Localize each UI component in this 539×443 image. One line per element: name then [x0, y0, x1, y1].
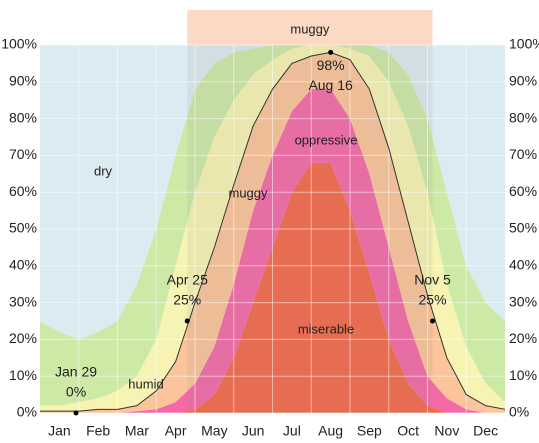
x-tick-label: Sep [357, 423, 382, 439]
annotation-value: 25% [419, 292, 447, 308]
y2-tick-label: 10% [509, 367, 537, 383]
annotation-point [328, 49, 334, 55]
y2-tick-label: 0% [509, 404, 529, 420]
x-tick-label: Feb [86, 423, 110, 439]
annotation-date: Nov 5 [414, 272, 451, 288]
y2-tick-label: 90% [509, 73, 537, 89]
y2-tick-label: 70% [509, 146, 537, 162]
y2-tick-label: 30% [509, 293, 537, 309]
muggy-line [40, 51, 506, 412]
x-tick-label: Aug [318, 423, 343, 439]
y2-tick-label: 100% [509, 36, 539, 52]
annotation-date: Jan 29 [55, 364, 97, 380]
x-tick-label: Jan [48, 423, 71, 439]
top-band [187, 10, 433, 45]
top-band-label: muggy [290, 21, 330, 36]
y-tick-label: 100% [1, 36, 37, 52]
annotation-value: 0% [66, 384, 86, 400]
y-tick-label: 80% [9, 109, 37, 125]
x-tick-label: May [201, 423, 227, 439]
annotation-date: Apr 25 [167, 272, 208, 288]
x-tick-label: Nov [434, 423, 459, 439]
x-tick-label: Apr [165, 423, 187, 439]
x-tick-label: Mar [125, 423, 149, 439]
y2-tick-label: 50% [509, 220, 537, 236]
band-label: dry [94, 163, 113, 178]
y-tick-label: 30% [9, 293, 37, 309]
x-tick-label: Jun [242, 423, 265, 439]
band-label: miserable [298, 321, 354, 336]
y-tick-label: 70% [9, 146, 37, 162]
y2-tick-label: 80% [509, 109, 537, 125]
y-tick-label: 90% [9, 73, 37, 89]
y-tick-label: 40% [9, 257, 37, 273]
band-label: muggy [228, 185, 268, 200]
annotation-point [430, 318, 436, 324]
y2-tick-label: 20% [509, 330, 537, 346]
annotation-date: Aug 16 [308, 77, 353, 93]
band-label: oppressive [295, 132, 358, 147]
annotation-value: 98% [317, 57, 345, 73]
x-tick-label: Oct [397, 423, 419, 439]
annotation-point [73, 410, 79, 416]
y-tick-label: 50% [9, 220, 37, 236]
y2-tick-label: 40% [509, 257, 537, 273]
annotation-point [184, 318, 190, 324]
annotation-value: 25% [173, 292, 201, 308]
y-tick-label: 20% [9, 330, 37, 346]
y-tick-label: 60% [9, 183, 37, 199]
y-tick-label: 0% [17, 404, 37, 420]
y-tick-label: 10% [9, 367, 37, 383]
band-label: humid [128, 376, 163, 391]
x-tick-label: Dec [473, 423, 498, 439]
y2-tick-label: 60% [509, 183, 537, 199]
x-tick-label: Jul [283, 423, 301, 439]
